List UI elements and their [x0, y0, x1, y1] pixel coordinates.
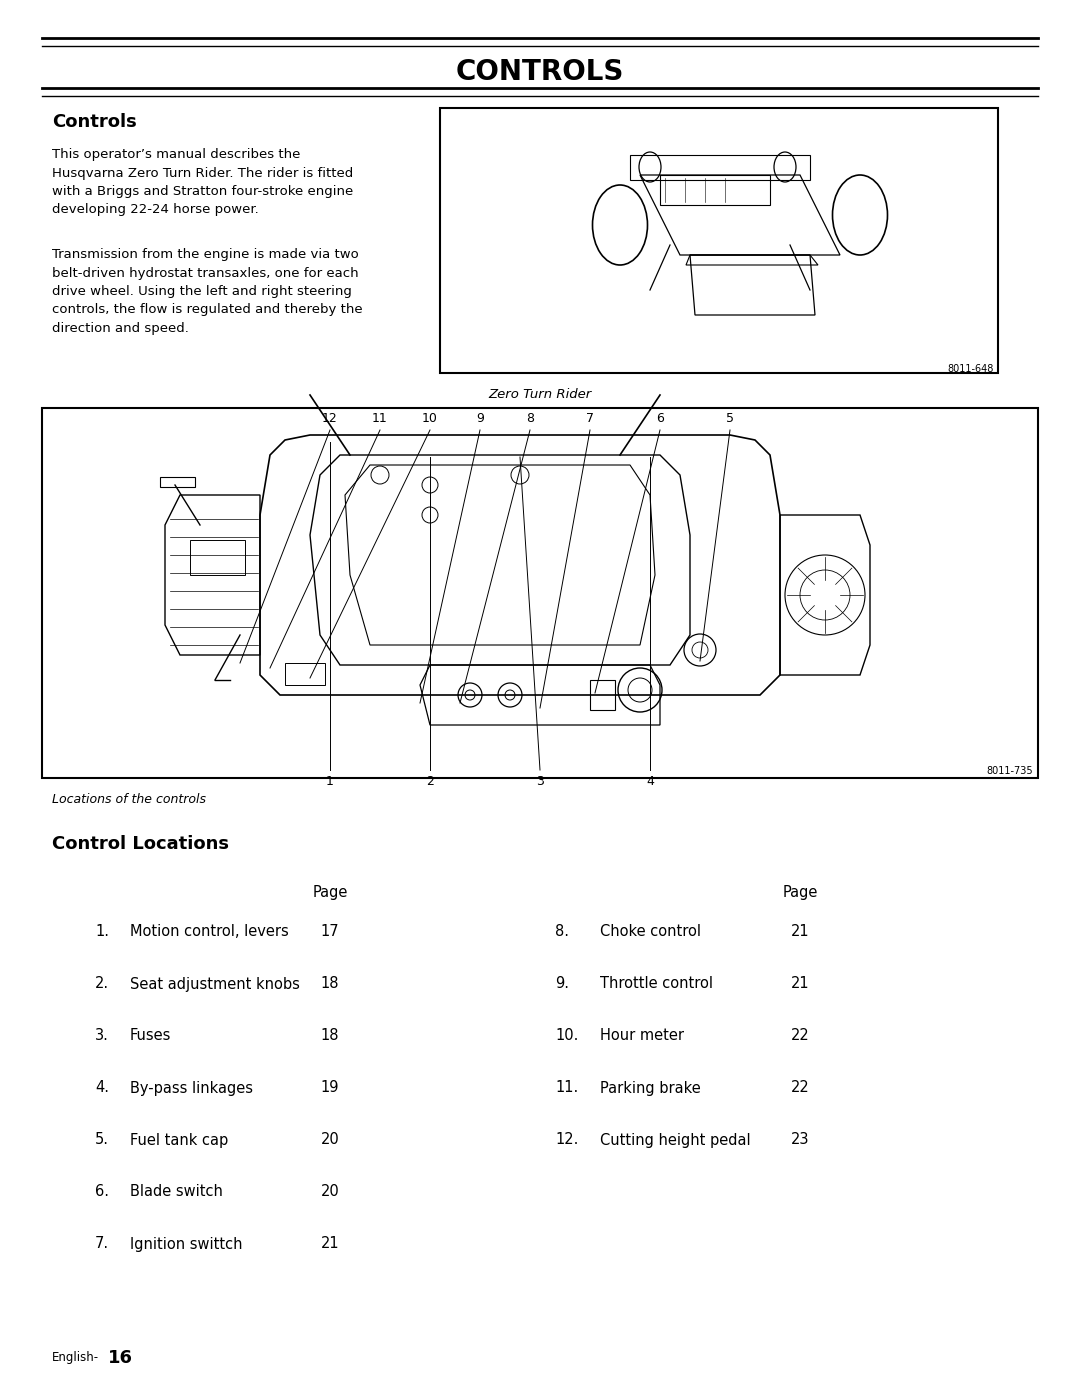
- Text: Locations of the controls: Locations of the controls: [52, 793, 206, 806]
- Text: 20: 20: [321, 1185, 339, 1200]
- Text: By-pass linkages: By-pass linkages: [130, 1080, 253, 1095]
- Bar: [440, 108, 998, 373]
- Text: 2: 2: [427, 775, 434, 788]
- Text: 3: 3: [536, 775, 544, 788]
- Text: 8: 8: [526, 412, 534, 425]
- Text: 7.: 7.: [95, 1236, 109, 1252]
- Text: Motion control, levers: Motion control, levers: [130, 925, 288, 940]
- Text: 8011-735: 8011-735: [986, 766, 1032, 775]
- Text: Blade switch: Blade switch: [130, 1185, 222, 1200]
- Text: 11: 11: [373, 412, 388, 425]
- Text: 12.: 12.: [555, 1133, 579, 1147]
- Text: 1.: 1.: [95, 925, 109, 940]
- Text: Seat adjustment knobs: Seat adjustment knobs: [130, 977, 300, 992]
- Text: Parking brake: Parking brake: [600, 1080, 701, 1095]
- Text: Choke control: Choke control: [600, 925, 701, 940]
- Text: 18: 18: [321, 977, 339, 992]
- Text: 20: 20: [321, 1133, 339, 1147]
- Text: Ignition swittch: Ignition swittch: [130, 1236, 243, 1252]
- Text: 22: 22: [791, 1028, 809, 1044]
- Text: 21: 21: [791, 977, 809, 992]
- Text: Fuel tank cap: Fuel tank cap: [130, 1133, 228, 1147]
- Text: Page: Page: [782, 886, 818, 901]
- Text: Zero Turn Rider: Zero Turn Rider: [488, 388, 592, 401]
- Text: 21: 21: [321, 1236, 339, 1252]
- Bar: [42, 408, 1038, 778]
- Text: 4.: 4.: [95, 1080, 109, 1095]
- Text: Controls: Controls: [52, 113, 137, 131]
- Text: English-: English-: [52, 1351, 99, 1365]
- Text: Fuses: Fuses: [130, 1028, 172, 1044]
- Text: Throttle control: Throttle control: [600, 977, 713, 992]
- Text: 2.: 2.: [95, 977, 109, 992]
- Bar: [190, 541, 245, 576]
- Text: 11.: 11.: [555, 1080, 578, 1095]
- Text: 19: 19: [321, 1080, 339, 1095]
- Text: 1: 1: [326, 775, 334, 788]
- Text: 8011-648: 8011-648: [947, 365, 994, 374]
- Text: 4: 4: [646, 775, 653, 788]
- Text: 3.: 3.: [95, 1028, 109, 1044]
- Text: 8.: 8.: [555, 925, 569, 940]
- Text: CONTROLS: CONTROLS: [456, 59, 624, 87]
- Text: 18: 18: [321, 1028, 339, 1044]
- Text: 6: 6: [656, 412, 664, 425]
- Text: 16: 16: [108, 1350, 133, 1368]
- Text: 23: 23: [791, 1133, 809, 1147]
- Text: 9: 9: [476, 412, 484, 425]
- Text: 12: 12: [322, 412, 338, 425]
- Text: 5: 5: [726, 412, 734, 425]
- Text: Transmission from the engine is made via two
belt-driven hydrostat transaxles, o: Transmission from the engine is made via…: [52, 249, 363, 335]
- Text: 6.: 6.: [95, 1185, 109, 1200]
- Text: Hour meter: Hour meter: [600, 1028, 684, 1044]
- Text: 7: 7: [586, 412, 594, 425]
- Text: Cutting height pedal: Cutting height pedal: [600, 1133, 751, 1147]
- Text: Control Locations: Control Locations: [52, 835, 229, 854]
- Text: 17: 17: [321, 925, 339, 940]
- Bar: [285, 664, 325, 685]
- Bar: [590, 680, 615, 710]
- Text: 21: 21: [791, 925, 809, 940]
- Text: This operator’s manual describes the
Husqvarna Zero Turn Rider. The rider is fit: This operator’s manual describes the Hus…: [52, 148, 353, 217]
- Text: 10.: 10.: [555, 1028, 579, 1044]
- Text: 10: 10: [422, 412, 437, 425]
- Text: 22: 22: [791, 1080, 809, 1095]
- Text: Page: Page: [312, 886, 348, 901]
- Text: 9.: 9.: [555, 977, 569, 992]
- Text: 5.: 5.: [95, 1133, 109, 1147]
